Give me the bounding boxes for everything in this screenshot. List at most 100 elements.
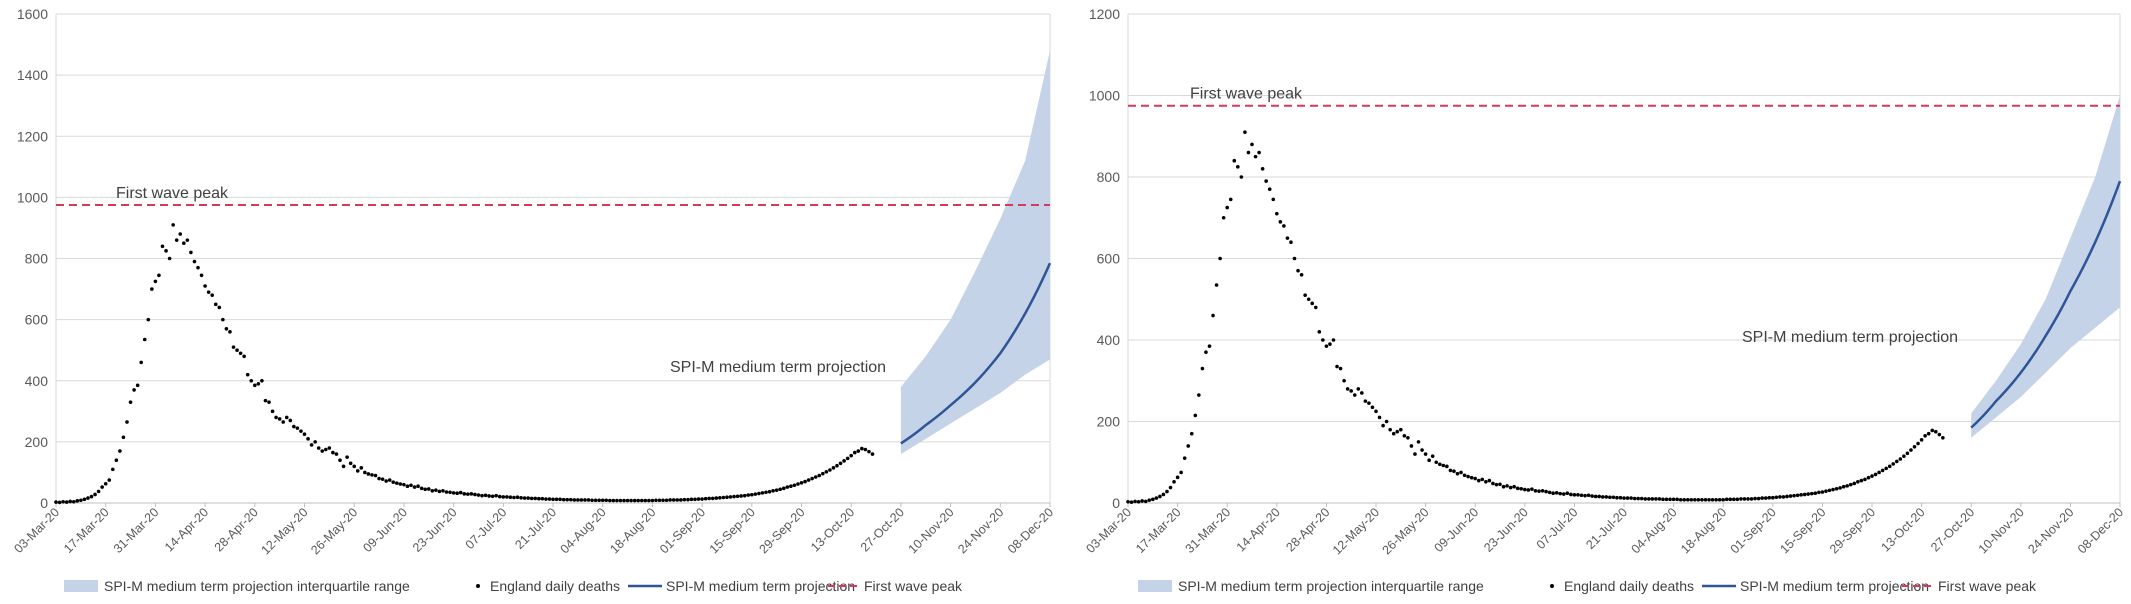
death-point: [661, 498, 665, 503]
death-point: [860, 446, 864, 451]
death-point: [359, 466, 364, 470]
death-point: [1838, 486, 1842, 490]
death-point: [1792, 493, 1796, 498]
y-tick-label: 400: [25, 373, 49, 389]
death-point: [448, 490, 452, 495]
death-point: [1707, 497, 1711, 502]
x-tick-label: 03-Mar-20: [11, 505, 62, 556]
death-point: [309, 443, 314, 447]
death-point: [1647, 497, 1651, 501]
death-point: [1289, 240, 1293, 244]
death-point: [160, 244, 165, 249]
x-tick-label: 26-May-20: [1380, 505, 1432, 557]
death-point: [1551, 491, 1555, 496]
death-point: [537, 496, 541, 501]
death-point: [1151, 497, 1155, 502]
death-point: [1675, 497, 1679, 502]
death-point: [647, 498, 651, 503]
death-point: [1682, 497, 1687, 502]
death-point: [79, 498, 83, 503]
death-point: [1335, 364, 1339, 369]
death-point: [710, 496, 715, 501]
legend-label-projection: SPI-M medium term projection: [1740, 578, 1929, 594]
death-point: [96, 489, 101, 494]
death-point: [519, 496, 523, 500]
death-point: [228, 330, 232, 334]
death-point: [1604, 495, 1609, 499]
death-point: [224, 326, 229, 331]
death-point: [1445, 464, 1449, 469]
death-point: [1313, 305, 1318, 310]
death-point: [352, 464, 357, 469]
death-point: [764, 490, 768, 495]
death-point: [842, 459, 846, 463]
death-point: [632, 498, 637, 503]
death-point: [1260, 167, 1265, 171]
chart-right: 0 200 400 600 800 1000 1200 03-Mar-2017-Mar-203…: [1083, 6, 2126, 594]
death-point: [1902, 454, 1906, 458]
y-tick-label: 1600: [17, 6, 48, 22]
death-point: [1303, 293, 1307, 297]
death-point: [426, 487, 431, 491]
death-point: [1413, 452, 1417, 456]
death-point: [824, 470, 829, 474]
death-point: [565, 497, 569, 502]
death-point: [1873, 472, 1878, 477]
death-point: [1228, 197, 1233, 202]
death-point: [1452, 469, 1456, 474]
death-point: [1374, 409, 1378, 414]
death-point: [792, 483, 797, 488]
death-point: [774, 488, 779, 492]
death-point: [568, 497, 573, 502]
death-point: [1905, 451, 1910, 456]
death-point: [1778, 495, 1782, 499]
death-point: [1930, 428, 1935, 433]
legend-label-deaths: England daily deaths: [490, 578, 620, 594]
death-point: [61, 499, 65, 504]
death-point: [430, 488, 435, 493]
death-point: [1608, 495, 1612, 500]
death-point: [753, 492, 758, 496]
first-wave-peak-label: First wave peak: [116, 185, 229, 202]
death-point: [1703, 497, 1708, 502]
death-point: [1434, 460, 1439, 465]
death-point: [789, 484, 793, 488]
death-point: [469, 492, 474, 496]
death-point: [1657, 497, 1662, 501]
death-point: [849, 453, 853, 458]
death-point: [1491, 481, 1495, 486]
death-point: [1820, 490, 1825, 494]
x-tick-label: 09-Jun-20: [360, 505, 410, 555]
death-point: [572, 498, 577, 502]
death-point: [561, 497, 566, 502]
death-point: [217, 305, 222, 310]
death-point: [111, 467, 115, 472]
death-point: [206, 290, 211, 294]
death-point: [331, 450, 335, 455]
death-point: [167, 256, 172, 261]
death-point: [1919, 438, 1924, 442]
death-point: [1909, 448, 1913, 452]
death-point: [600, 498, 605, 503]
death-point: [1891, 462, 1896, 466]
legend-label-peak: First wave peak: [1938, 578, 2037, 594]
death-point: [718, 496, 722, 500]
death-point: [1317, 330, 1322, 334]
death-point: [852, 450, 857, 455]
death-point: [1197, 393, 1201, 397]
y-tick-label: 1200: [17, 128, 48, 144]
death-point: [1533, 488, 1538, 493]
death-point: [249, 378, 254, 383]
death-point: [164, 249, 168, 253]
death-point: [487, 494, 491, 498]
death-point: [554, 497, 559, 502]
death-point: [714, 496, 719, 500]
death-point: [434, 488, 438, 492]
x-tick-label: 24-Nov-20: [2025, 505, 2076, 556]
death-point: [387, 478, 392, 482]
death-point: [1200, 366, 1205, 371]
death-point: [455, 491, 459, 496]
death-point: [277, 417, 282, 421]
death-point: [1739, 497, 1743, 501]
death-point: [1540, 488, 1545, 493]
